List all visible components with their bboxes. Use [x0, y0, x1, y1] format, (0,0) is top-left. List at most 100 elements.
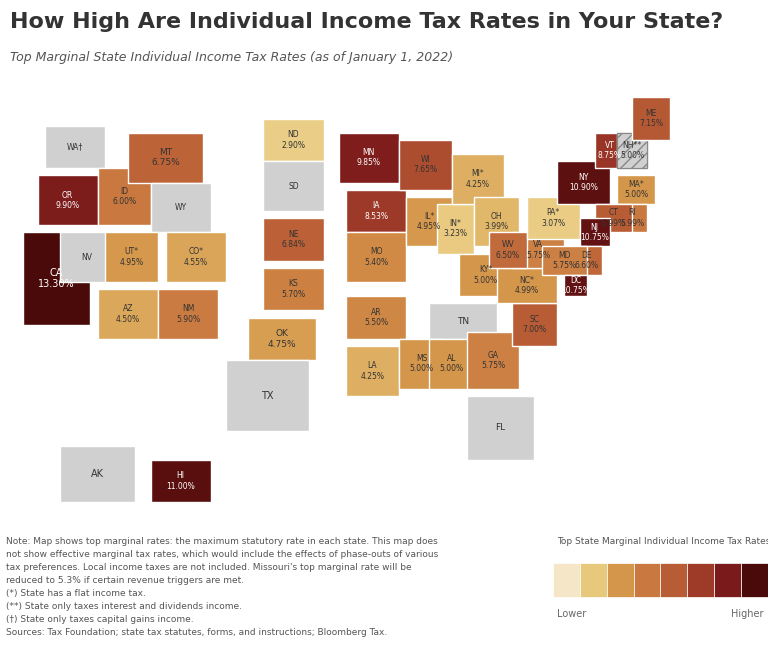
Bar	[607, 564, 634, 597]
FancyBboxPatch shape	[346, 232, 406, 282]
Text: LA
4.25%: LA 4.25%	[360, 361, 385, 381]
Text: WA†: WA†	[67, 143, 84, 152]
FancyBboxPatch shape	[151, 183, 210, 232]
FancyBboxPatch shape	[128, 133, 204, 183]
FancyBboxPatch shape	[346, 189, 406, 232]
Text: NJ
10.75%: NJ 10.75%	[580, 222, 609, 242]
Text: MO
5.40%: MO 5.40%	[364, 248, 389, 267]
FancyBboxPatch shape	[527, 197, 580, 240]
FancyBboxPatch shape	[105, 232, 158, 282]
Text: GA
5.75%: GA 5.75%	[481, 350, 505, 370]
FancyBboxPatch shape	[497, 268, 557, 304]
Bar	[553, 564, 580, 597]
FancyBboxPatch shape	[60, 232, 113, 282]
FancyBboxPatch shape	[594, 204, 632, 232]
Text: How High Are Individual Income Tax Rates in Your State?: How High Are Individual Income Tax Rates…	[10, 12, 723, 32]
Bar	[741, 564, 768, 597]
Text: WV
6.50%: WV 6.50%	[496, 240, 520, 260]
Text: SC
7.00%: SC 7.00%	[522, 315, 547, 335]
FancyBboxPatch shape	[406, 197, 452, 246]
Text: WY: WY	[174, 203, 187, 212]
Text: not show effective marginal tax rates, which would include the effects of phase-: not show effective marginal tax rates, w…	[5, 550, 438, 560]
Bar	[580, 564, 607, 597]
FancyBboxPatch shape	[263, 119, 323, 161]
FancyBboxPatch shape	[166, 232, 226, 282]
FancyBboxPatch shape	[557, 161, 610, 204]
FancyBboxPatch shape	[45, 125, 105, 168]
FancyBboxPatch shape	[617, 176, 655, 204]
Text: AZ
4.50%: AZ 4.50%	[116, 304, 140, 323]
FancyBboxPatch shape	[263, 268, 323, 310]
FancyBboxPatch shape	[617, 133, 647, 168]
Text: MI*
4.25%: MI* 4.25%	[466, 169, 490, 189]
FancyBboxPatch shape	[98, 289, 158, 339]
FancyBboxPatch shape	[617, 204, 647, 232]
Text: AL
5.00%: AL 5.00%	[439, 354, 464, 374]
FancyBboxPatch shape	[572, 246, 602, 275]
Text: KY*
5.00%: KY* 5.00%	[473, 265, 498, 284]
Text: reduced to 5.3% if certain revenue triggers are met.: reduced to 5.3% if certain revenue trigg…	[5, 576, 243, 585]
FancyBboxPatch shape	[542, 246, 587, 275]
Text: OH
3.99%: OH 3.99%	[485, 212, 509, 231]
FancyBboxPatch shape	[346, 346, 399, 396]
FancyBboxPatch shape	[38, 176, 98, 225]
Text: NH**
5.00%: NH** 5.00%	[620, 141, 644, 160]
Text: NE
6.84%: NE 6.84%	[282, 230, 306, 249]
Text: IA
8.53%: IA 8.53%	[364, 201, 389, 220]
Bar	[660, 564, 687, 597]
FancyBboxPatch shape	[226, 360, 309, 431]
Text: OK
4.75%: OK 4.75%	[268, 329, 296, 348]
Text: OR
9.90%: OR 9.90%	[55, 191, 80, 210]
Text: Lower: Lower	[558, 609, 587, 619]
Text: ME
7.15%: ME 7.15%	[639, 109, 663, 128]
Bar	[634, 564, 660, 597]
FancyBboxPatch shape	[399, 140, 452, 189]
FancyBboxPatch shape	[429, 304, 497, 339]
Text: RI
5.99%: RI 5.99%	[620, 209, 644, 228]
FancyBboxPatch shape	[263, 161, 323, 211]
Text: CA
13.30%: CA 13.30%	[38, 268, 74, 289]
FancyBboxPatch shape	[511, 304, 557, 346]
Text: Top Marginal State Individual Income Tax Rates (as of January 1, 2022): Top Marginal State Individual Income Tax…	[10, 51, 453, 65]
Text: Top State Marginal Individual Income Tax Rates: Top State Marginal Individual Income Tax…	[558, 537, 768, 546]
Bar	[687, 564, 714, 597]
Text: NY
10.90%: NY 10.90%	[569, 173, 598, 192]
Text: PA*
3.07%: PA* 3.07%	[541, 209, 565, 228]
FancyBboxPatch shape	[580, 218, 610, 246]
Text: IL*
4.95%: IL* 4.95%	[417, 212, 441, 231]
Text: Sources: Tax Foundation; state tax statutes, forms, and instructions; Bloomberg : Sources: Tax Foundation; state tax statu…	[5, 628, 387, 637]
FancyBboxPatch shape	[339, 133, 399, 183]
FancyBboxPatch shape	[511, 232, 564, 268]
Text: SD: SD	[288, 182, 299, 191]
FancyBboxPatch shape	[467, 332, 519, 389]
Text: DC
10.75%: DC 10.75%	[561, 276, 590, 295]
Text: ND
2.90%: ND 2.90%	[282, 130, 306, 150]
Text: MT
6.75%: MT 6.75%	[151, 148, 180, 168]
FancyBboxPatch shape	[436, 204, 474, 253]
FancyBboxPatch shape	[151, 460, 210, 502]
Text: @TaxFoundation: @TaxFoundation	[632, 638, 758, 653]
Text: KS
5.70%: KS 5.70%	[281, 279, 306, 299]
Text: NV: NV	[81, 253, 92, 261]
Text: FL: FL	[495, 423, 505, 432]
FancyBboxPatch shape	[467, 396, 535, 460]
FancyBboxPatch shape	[60, 446, 135, 502]
FancyBboxPatch shape	[399, 339, 444, 389]
Text: AK: AK	[91, 469, 104, 479]
FancyBboxPatch shape	[452, 154, 505, 204]
FancyBboxPatch shape	[564, 275, 587, 296]
FancyBboxPatch shape	[489, 232, 527, 268]
Text: MN
9.85%: MN 9.85%	[357, 148, 381, 168]
Text: MS
5.00%: MS 5.00%	[409, 354, 434, 374]
Text: TN: TN	[457, 317, 469, 325]
Text: Higher: Higher	[731, 609, 763, 619]
FancyBboxPatch shape	[263, 218, 323, 261]
Text: (*) State has a flat income tax.: (*) State has a flat income tax.	[5, 589, 145, 598]
FancyBboxPatch shape	[632, 97, 670, 140]
Text: TAX FOUNDATION: TAX FOUNDATION	[10, 638, 162, 653]
Text: TX: TX	[261, 391, 273, 401]
FancyBboxPatch shape	[98, 168, 151, 225]
Text: AR
5.50%: AR 5.50%	[364, 308, 389, 327]
Text: WI
7.65%: WI 7.65%	[413, 155, 437, 174]
Text: CT
6.99%: CT 6.99%	[601, 209, 625, 228]
